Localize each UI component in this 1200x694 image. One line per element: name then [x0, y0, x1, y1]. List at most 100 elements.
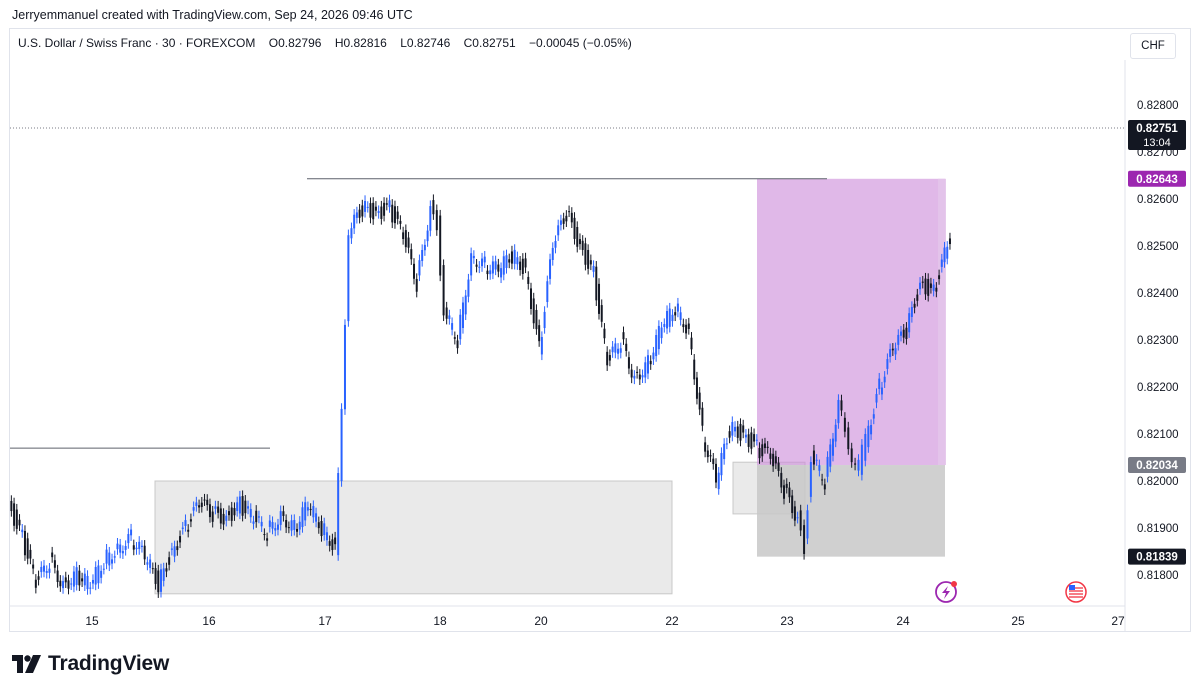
candle-body	[255, 510, 258, 523]
candle-body	[279, 511, 282, 525]
candle-body	[445, 307, 448, 319]
candle-body	[29, 549, 32, 559]
candle-body	[391, 204, 394, 223]
candle-body	[181, 527, 184, 529]
candle-body	[413, 263, 416, 279]
candle-body	[676, 303, 679, 312]
candle-body	[905, 327, 908, 340]
candle-body	[668, 308, 671, 327]
candle-body	[140, 545, 143, 547]
candle-body	[423, 244, 426, 251]
candle-body	[657, 325, 660, 350]
candle-body	[116, 543, 119, 550]
candle-body	[138, 541, 141, 550]
candle-body	[543, 311, 546, 329]
candle-body	[383, 202, 386, 216]
candle-body	[872, 414, 875, 419]
candle-body	[228, 511, 231, 516]
candle-body	[902, 329, 905, 338]
candle-body	[159, 569, 162, 592]
candle-body	[192, 507, 195, 511]
candle-body	[481, 258, 484, 267]
candle-body	[323, 523, 326, 536]
candle-body	[679, 312, 682, 320]
time-axis-label: 20	[534, 614, 548, 628]
candle-body	[10, 500, 13, 512]
currency-button[interactable]: CHF	[1130, 33, 1176, 59]
candle-body	[162, 568, 165, 581]
candle-body	[448, 315, 451, 320]
candle-body	[521, 258, 524, 274]
candle-body	[217, 506, 220, 513]
legend-change: −0.00045 (−0.05%)	[529, 36, 632, 50]
candle-body	[725, 443, 728, 445]
candle-body	[935, 287, 938, 292]
chart-frame[interactable]	[9, 28, 1191, 632]
candle-body	[747, 434, 750, 447]
candle-body	[812, 450, 815, 465]
candle-body	[693, 359, 696, 380]
candle-body	[704, 442, 707, 452]
candle-body	[23, 530, 26, 556]
price-axis-label: 0.82300	[1137, 335, 1179, 347]
legend-symbol[interactable]: U.S. Dollar / Swiss Franc · 30 · FOREXCO…	[18, 36, 256, 50]
candle-body	[21, 529, 24, 533]
candle-body	[426, 230, 429, 242]
candle-body	[510, 251, 513, 264]
candle-body	[369, 203, 372, 218]
candle-body	[432, 200, 435, 215]
candle-body	[529, 288, 532, 310]
candle-body	[630, 369, 633, 378]
candle-body	[179, 536, 182, 543]
candle-body	[766, 446, 769, 449]
candle-body	[64, 577, 67, 583]
candle-body	[111, 559, 114, 564]
candle-body	[486, 270, 489, 275]
symbol-legend[interactable]: U.S. Dollar / Swiss Franc · 30 · FOREXCO…	[18, 36, 632, 50]
candle-body	[312, 506, 315, 518]
candle-body	[483, 256, 486, 263]
candle-body	[570, 212, 573, 223]
candle-body	[130, 529, 133, 536]
candle-body	[736, 426, 739, 438]
candle-body	[337, 473, 340, 556]
candle-body	[717, 472, 720, 490]
candle-body	[464, 295, 467, 315]
candle-body	[241, 496, 244, 516]
candle-body	[355, 212, 358, 218]
price-axis-label: 0.81800	[1137, 570, 1179, 582]
candle-body	[290, 520, 293, 531]
candle-body	[854, 463, 857, 465]
candle-body	[497, 264, 500, 272]
candle-body	[671, 314, 674, 322]
candle-body	[364, 200, 367, 212]
candle-body	[187, 529, 190, 532]
candle-body	[195, 502, 198, 507]
candle-body	[184, 520, 187, 526]
candle-body	[948, 238, 951, 245]
candle-body	[701, 407, 704, 426]
candle-body	[500, 268, 503, 278]
us-flag-canton	[1069, 585, 1075, 590]
candle-body	[276, 524, 279, 530]
attribution-text: Jerryemmanuel created with TradingView.c…	[12, 8, 413, 22]
price-marker-label: 0.81839	[1136, 552, 1178, 564]
candle-body	[592, 265, 595, 272]
candle-body	[208, 504, 211, 518]
candle-body	[315, 513, 318, 522]
legend-close: C0.82751	[463, 36, 516, 50]
candle-body	[48, 568, 51, 573]
candle-body	[663, 324, 666, 327]
candle-body	[388, 200, 391, 208]
candle-body	[393, 206, 396, 224]
candle-body	[358, 209, 361, 218]
candle-body	[516, 257, 519, 265]
candle-body	[777, 462, 780, 471]
tradingview-logo[interactable]: TradingView	[12, 652, 169, 676]
candle-body	[203, 499, 206, 501]
candle-body	[132, 545, 135, 550]
candle-body	[837, 399, 840, 424]
legend-high: H0.82816	[334, 36, 387, 50]
candle-body	[709, 455, 712, 457]
